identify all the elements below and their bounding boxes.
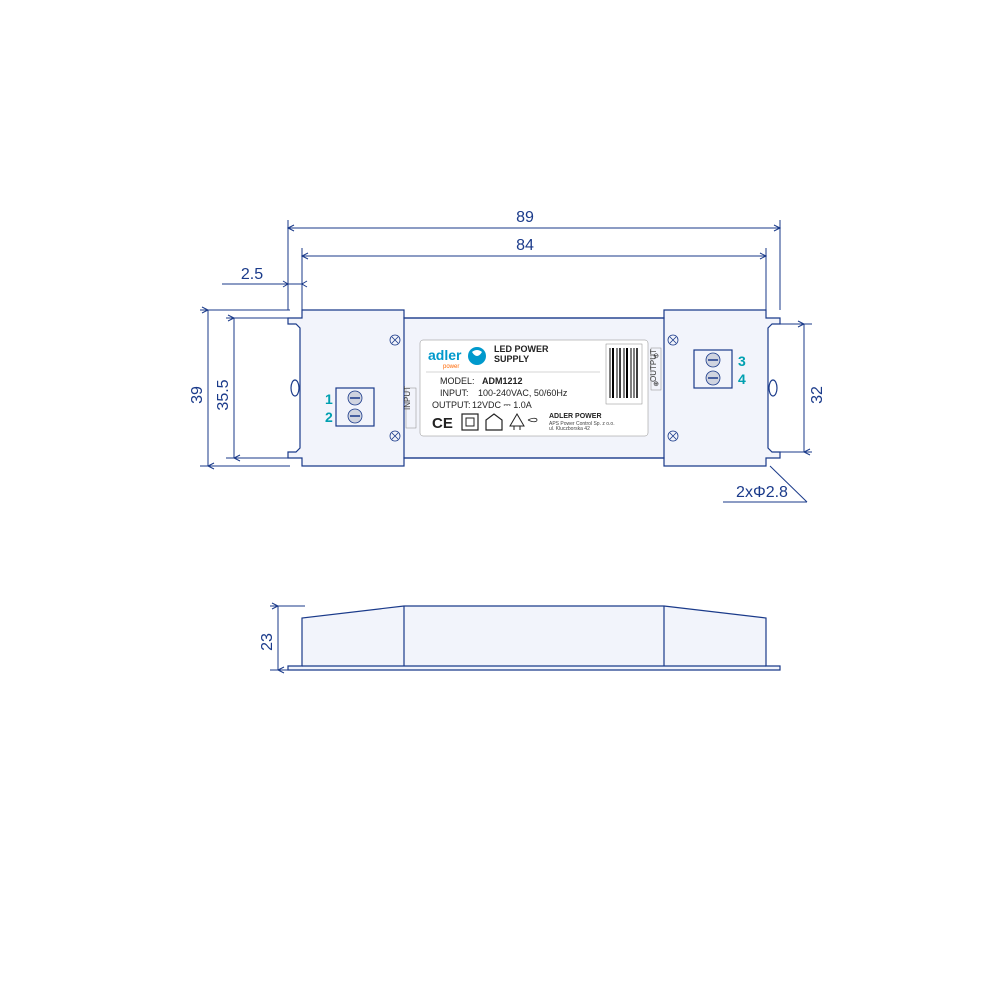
input-key: INPUT:: [440, 388, 469, 398]
model-val: ADM1212: [482, 376, 523, 386]
company-name: ADLER POWER: [549, 413, 602, 420]
dim-height-inner: 35.5: [215, 379, 232, 410]
terminal-4: 4: [738, 371, 746, 387]
brand-sub: power: [443, 364, 459, 370]
output-val: 12VDC ⎓ 1.0A: [472, 400, 532, 410]
dim-holes: 2xΦ2.8: [736, 484, 788, 501]
svg-text:⊖: ⊖: [653, 353, 659, 360]
technical-drawing: 89 84 2.5 39 35.5 32 2xΦ2.8: [0, 0, 1000, 1000]
svg-text:CE: CE: [432, 415, 453, 432]
input-label: INPUT: [403, 386, 412, 410]
terminal-1: 1: [325, 391, 333, 407]
terminal-3: 3: [738, 353, 746, 369]
dim-height-outer: 39: [189, 386, 206, 404]
svg-text:⊕: ⊕: [653, 381, 659, 388]
dim-slot-height: 32: [809, 386, 826, 404]
svg-text:ul. Kluczborska 42: ul. Kluczborska 42: [549, 426, 590, 432]
dim-width-inner: 84: [516, 237, 534, 254]
output-key: OUTPUT:: [432, 400, 471, 410]
barcode-icon: [606, 344, 642, 404]
input-val: 100-240VAC, 50/60Hz: [478, 388, 568, 398]
dim-tab-offset: 2.5: [241, 266, 263, 283]
terminal-2: 2: [325, 409, 333, 425]
product-label: adler power LED POWER SUPPLY MODEL: ADM1…: [420, 340, 648, 436]
brand-name: adler: [428, 347, 462, 363]
label-title: LED POWER: [494, 344, 549, 354]
side-view: 23: [259, 606, 780, 670]
dim-width-outer: 89: [516, 209, 534, 226]
dim-thickness: 23: [259, 633, 276, 651]
model-key: MODEL:: [440, 376, 475, 386]
label-title2: SUPPLY: [494, 354, 529, 364]
top-view: 89 84 2.5 39 35.5 32 2xΦ2.8: [189, 209, 826, 502]
